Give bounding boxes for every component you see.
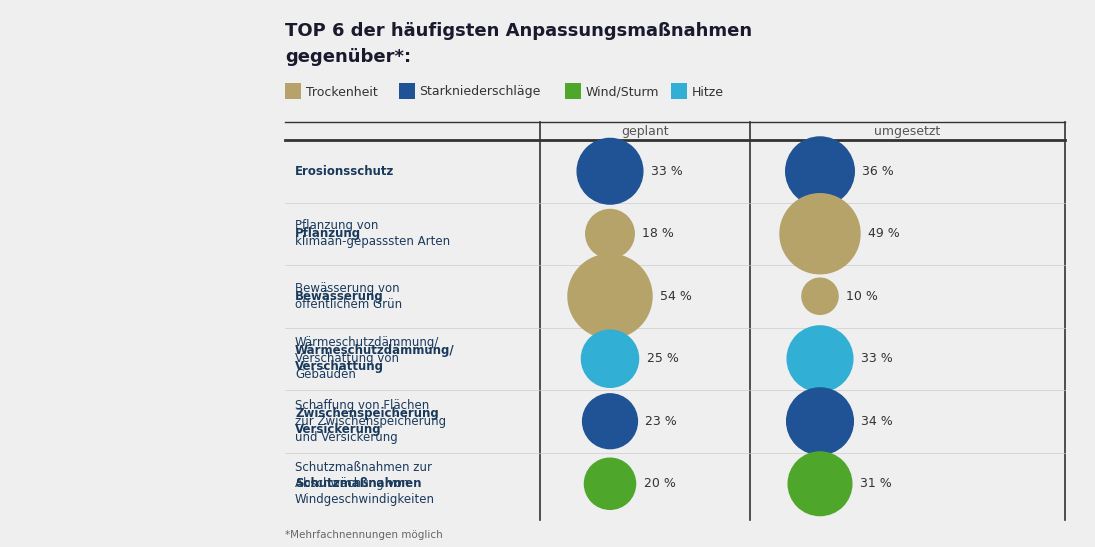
- FancyBboxPatch shape: [565, 83, 580, 99]
- Text: Pflanzung von
klimaan­gepasssten Arten: Pflanzung von klimaan­gepasssten Arten: [295, 219, 450, 248]
- FancyBboxPatch shape: [670, 83, 687, 99]
- Text: Zwischenspeicherung
Versickerung: Zwischenspeicherung Versickerung: [295, 407, 439, 436]
- Text: 10 %: 10 %: [846, 290, 878, 302]
- Circle shape: [583, 394, 637, 449]
- Text: 33 %: 33 %: [861, 352, 892, 365]
- Text: geplant: geplant: [621, 125, 669, 137]
- Text: 36 %: 36 %: [862, 165, 894, 178]
- Text: Bewässerung von
öffentlichem Grün: Bewässerung von öffentlichem Grün: [295, 282, 402, 311]
- Text: 20 %: 20 %: [644, 477, 676, 490]
- Circle shape: [568, 254, 652, 338]
- Text: *Mehrfachnennungen möglich: *Mehrfachnennungen möglich: [285, 530, 442, 540]
- Circle shape: [787, 326, 853, 392]
- Text: Wärmeschutzdämmung/
Verschattung: Wärmeschutzdämmung/ Verschattung: [295, 344, 454, 373]
- Circle shape: [585, 458, 635, 509]
- Text: Pflanzung: Pflanzung: [295, 227, 361, 240]
- Text: Schutzmaßnahmen: Schutzmaßnahmen: [295, 477, 422, 490]
- Text: Wärmeschutzdämmung/
Verschattung von
Gebäuden: Wärmeschutzdämmung/ Verschattung von Geb…: [295, 336, 439, 381]
- Text: Schaffung von Flächen
zur Zwischenspeicherung
und Versickerung: Schaffung von Flächen zur Zwischenspeich…: [295, 399, 446, 444]
- Text: 23 %: 23 %: [645, 415, 677, 428]
- Text: 31 %: 31 %: [860, 477, 891, 490]
- Text: umgesetzt: umgesetzt: [875, 125, 941, 137]
- Text: Bewässerung: Bewässerung: [295, 290, 383, 302]
- Text: 54 %: 54 %: [660, 290, 692, 302]
- Text: Wind/Sturm: Wind/Sturm: [586, 85, 659, 98]
- Circle shape: [786, 137, 854, 206]
- Text: 49 %: 49 %: [868, 227, 900, 240]
- Circle shape: [780, 194, 860, 274]
- FancyBboxPatch shape: [399, 83, 415, 99]
- Circle shape: [577, 138, 643, 204]
- Text: TOP 6 der häufigsten Anpassungsmaßnahmen: TOP 6 der häufigsten Anpassungsmaßnahmen: [285, 22, 752, 40]
- Text: 25 %: 25 %: [646, 352, 679, 365]
- Text: 34 %: 34 %: [862, 415, 894, 428]
- Circle shape: [788, 452, 852, 516]
- Text: Hitze: Hitze: [692, 85, 724, 98]
- Circle shape: [802, 278, 838, 315]
- FancyBboxPatch shape: [285, 83, 301, 99]
- Circle shape: [581, 330, 638, 387]
- Text: Erosionsschutz: Erosionsschutz: [295, 165, 394, 178]
- Text: Trockenheit: Trockenheit: [306, 85, 378, 98]
- Circle shape: [786, 388, 853, 455]
- Text: Starkniederschläge: Starkniederschläge: [419, 85, 541, 98]
- Text: gegenüber*:: gegenüber*:: [285, 48, 411, 66]
- Text: 33 %: 33 %: [650, 165, 682, 178]
- Text: Schutzmaßnahmen zur
Abschwächung von
Windgeschwindigkeiten: Schutzmaßnahmen zur Abschwächung von Win…: [295, 461, 435, 507]
- Circle shape: [586, 210, 634, 258]
- Text: 18 %: 18 %: [643, 227, 675, 240]
